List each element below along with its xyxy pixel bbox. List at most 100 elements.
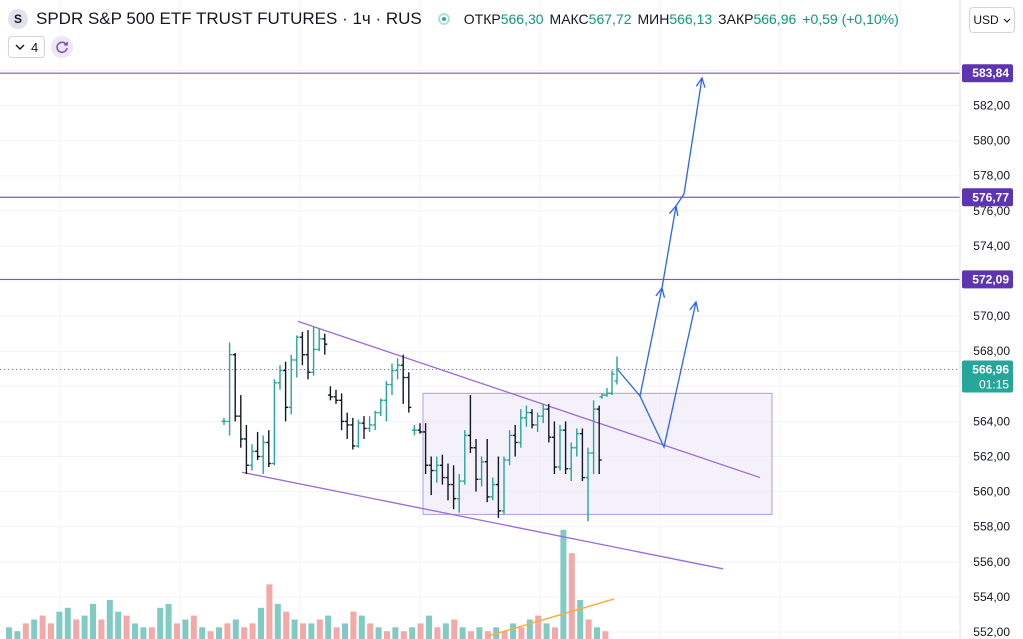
ohlc-bar [585,447,591,522]
volume-bar [342,623,348,639]
projection-arrow[interactable] [661,193,685,289]
level-price-tag[interactable]: 583,84 [962,64,1013,83]
volume-bar [300,623,306,639]
ohlc-bar [271,379,277,466]
level-tag-label: 576,77 [972,190,1009,204]
refresh-button[interactable] [51,36,74,58]
volume-bar [232,619,239,639]
ohlc-bar [439,454,445,485]
projection-arrow[interactable] [617,286,666,398]
high-value: 567,72 [588,11,632,27]
volume-bar [266,584,273,639]
currency-selector[interactable]: USD [969,7,1015,33]
level-tag-bg [962,64,1013,83]
axis-tick-label: 568,00 [973,344,1010,358]
volume-bar [14,631,21,639]
volume-bar [602,631,609,639]
market-status-icon[interactable] [437,13,450,25]
volume-bar [451,619,458,639]
volume-bar [325,615,332,639]
volume-bar [535,615,542,639]
ohlc-bar [451,465,457,510]
ohlc-bar [238,395,244,448]
volume-bar [375,627,382,639]
volume-bar [434,627,441,639]
volume-bar [442,623,449,639]
open-label: ОТКР [463,11,501,27]
volume-bar [316,619,323,639]
volume-bar [392,627,399,639]
ohlc-bar [260,435,266,475]
ohlc-bar [507,430,513,466]
collapse-indicators-button[interactable]: 4 [8,36,46,58]
volume-bar [518,627,525,639]
level-price-tag[interactable]: 572,09 [962,270,1013,289]
arrow-head-icon [689,300,699,312]
volume-bar [56,611,63,639]
volume-bar [106,600,113,639]
volume-bar [207,631,214,639]
ohlc-bar [495,456,501,518]
ohlc-bar [367,416,373,432]
ohlc-bar [333,389,339,404]
axis-tick-label: 556,00 [973,555,1010,569]
axis-tick-label: 560,00 [973,485,1010,499]
volume-bar [174,623,180,639]
projection-arrow[interactable] [683,76,706,195]
volume-bar [148,627,155,639]
axis-tick-label: 576,00 [973,204,1010,218]
projection-arrow[interactable] [639,300,699,450]
low-label: МИН [637,11,670,27]
symbol-title[interactable]: SPDR S&P 500 ETF TRUST FUTURES · 1ч · RU… [36,9,422,28]
chevron-down-icon [15,44,25,50]
volume-bar [358,615,365,639]
volume-bar [199,627,206,639]
volume-bar [22,623,29,639]
ohlc-bar [277,365,283,390]
ohlc-bar [423,423,429,475]
ohlc-bar [574,428,580,457]
axis-tick-label: 578,00 [973,169,1010,183]
level-price-tag[interactable]: 576,77 [962,188,1013,207]
range-box[interactable] [422,392,773,515]
last-price-label: 566,96 [972,362,1009,376]
axis-tick-label: 570,00 [973,309,1010,323]
price-axis[interactable]: 552,00 554,00 556,00 558,00 560,00 562,00 564,… [959,0,1023,639]
volume-bar [98,619,105,639]
volume-bars [6,529,609,639]
ohlc-bar [227,342,233,436]
chart-header: S SPDR S&P 500 ETF TRUST FUTURES · 1ч · … [0,0,960,62]
change-value: +0,59 (+0,10%) [802,11,899,27]
volume-bar [165,603,172,639]
volume-bar [476,627,483,639]
ohlc-bar [540,403,546,424]
low-value: 566,13 [669,11,713,27]
close-label: ЗАКР [718,11,754,27]
volume-bar [526,619,533,639]
projection-arrows[interactable] [617,76,706,450]
symbol-logo[interactable]: S [8,9,28,29]
volume-bar [384,631,390,639]
channel-upper-line[interactable] [297,320,761,479]
chevron-down-icon [1003,18,1011,23]
volume-bar [258,607,264,639]
axis-tick-label: 564,00 [973,414,1010,428]
ohlc-bar [591,400,597,475]
ohlc-bar [614,356,620,385]
ohlc-bar [445,463,451,501]
ohlc-bar [551,421,557,475]
ohlc-bar [400,354,406,404]
volume-moving-average [487,598,615,637]
ohlc-bar [283,361,289,422]
volume-bar [132,623,138,639]
arrow-head-icon [668,204,679,216]
price-axis-background [960,0,1023,639]
channel-lower-line[interactable] [241,471,724,570]
volume-bar [426,615,432,639]
volume-bar [501,631,508,639]
ohlc-bar [316,328,322,352]
volume-bar [350,611,357,639]
ohlc-bar [535,412,541,432]
